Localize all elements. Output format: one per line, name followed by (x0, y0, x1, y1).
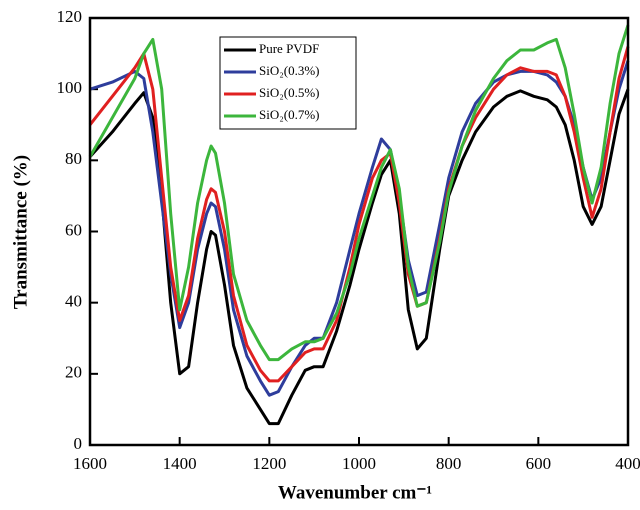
x-axis-label: Wavenumber cm⁻¹ (278, 482, 432, 503)
series-line (88, 46, 630, 383)
legend-label: SiO₂(0.7%) (259, 107, 320, 122)
x-tick-label: 1200 (252, 454, 286, 473)
y-tick-label: 80 (65, 149, 82, 168)
y-tick-label: 60 (65, 220, 82, 239)
legend-box (219, 36, 357, 130)
y-tick-label: 40 (65, 292, 82, 311)
legend-label: SiO₂(0.5%) (259, 85, 320, 100)
y-axis-label: Transmittance (%) (10, 155, 31, 309)
y-tick-label: 20 (65, 363, 82, 382)
legend-label: Pure PVDF (259, 41, 319, 56)
x-tick-label: 1000 (342, 454, 376, 473)
series-line (88, 88, 630, 426)
x-tick-label: 1600 (73, 454, 107, 473)
legend-label: SiO₂(0.3%) (259, 63, 320, 78)
x-tick-label: 600 (526, 454, 552, 473)
series-line (88, 24, 630, 362)
y-tick-label: 0 (74, 434, 83, 453)
y-tick-label: 120 (57, 7, 83, 26)
x-tick-label: 800 (436, 454, 462, 473)
y-tick-label: 100 (57, 78, 83, 97)
plot-frame (88, 16, 630, 447)
x-tick-label: 400 (615, 454, 640, 473)
x-tick-label: 1400 (163, 454, 197, 473)
